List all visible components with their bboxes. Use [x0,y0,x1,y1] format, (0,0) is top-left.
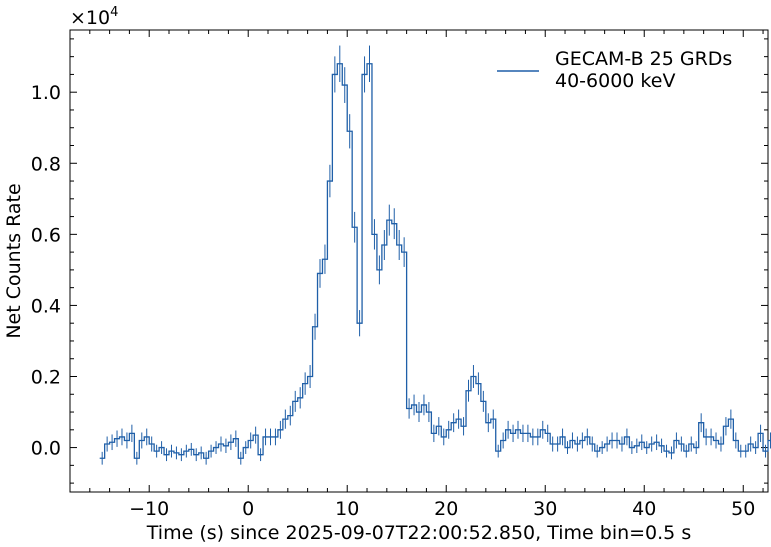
y-multiplier-label: ×104 [70,5,118,29]
y-tick-label: 0.4 [31,295,61,317]
y-tick-label: 0.0 [31,438,61,460]
y-multiplier-exponent: 4 [110,5,118,20]
legend-entry-text: GECAM-B 25 GRDs [555,48,732,70]
y-tick-label: 0.8 [31,153,61,175]
y-axis-label: Net Counts Rate [3,183,25,338]
x-tick-label: 0 [242,498,254,520]
x-tick-label: 40 [632,498,656,520]
x-tick-label: 50 [731,498,755,520]
x-tick-label: −10 [129,498,169,520]
y-tick-label: 0.6 [31,224,61,246]
x-tick-label: 30 [533,498,557,520]
series-step-line [99,63,771,459]
y-tick-label: 0.2 [31,367,61,389]
x-tick-label: 10 [335,498,359,520]
y-tick-label: 1.0 [31,82,61,104]
plot-frame [69,29,769,493]
x-axis-label: Time (s) since 2025-09-07T22:00:52.850, … [146,522,691,544]
series-layer [99,45,771,465]
legend-entry-text: 40-6000 keV [555,70,675,92]
axis-ticks: −10 0 10 20 30 40 50 0.0 0.2 0.4 0.6 0.8 1.0 [31,30,768,520]
x-tick-label: 20 [434,498,458,520]
plot-border [69,29,769,493]
